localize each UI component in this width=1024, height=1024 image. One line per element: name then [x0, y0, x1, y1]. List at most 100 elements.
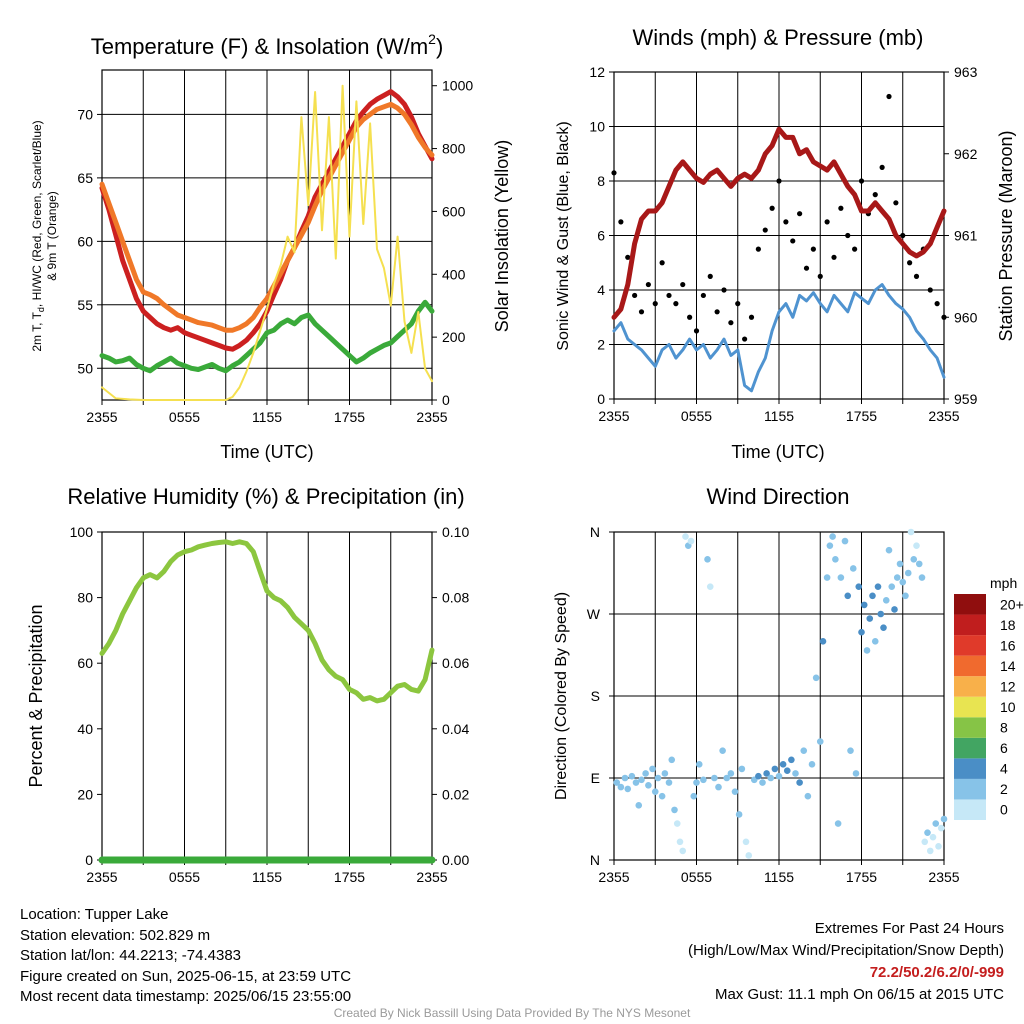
direction-ytick-label: S [591, 688, 600, 704]
temperature-series-dewpoint_green [99, 299, 435, 374]
station-latlon: Station lat/lon: 44.2213; -74.4383 [20, 947, 242, 964]
direction-point [682, 533, 689, 540]
figure-created: Figure created on Sun, 2025-06-15, at 23… [20, 967, 352, 985]
direction-point [882, 597, 890, 604]
direction-point [877, 610, 885, 618]
humidity-y2tick-label: 0.02 [442, 786, 469, 802]
winds-point-gust_black [687, 314, 693, 320]
humidity-ytick-label: 100 [70, 524, 94, 540]
direction-point [893, 574, 901, 581]
direction-point [871, 638, 879, 645]
winds-ytick-label: 0 [597, 391, 605, 407]
temperature-xtick-label: 1155 [252, 409, 282, 425]
humidity-title: Relative Humidity (%) & Precipitation (i… [67, 484, 464, 509]
colorbar-swatch [954, 717, 986, 738]
winds-ytick-label: 12 [589, 64, 605, 80]
direction-point [804, 792, 812, 800]
winds-point-gust_black [907, 260, 913, 266]
direction-point [695, 761, 703, 768]
winds-point-gust_black [735, 301, 741, 307]
direction-point [723, 774, 731, 782]
direction-point [742, 838, 750, 846]
direction-point [771, 765, 779, 773]
direction-point [759, 779, 766, 786]
direction-point [907, 528, 915, 536]
winds-point-gust_black [652, 301, 658, 307]
humidity-ytick-label: 80 [77, 590, 93, 606]
temperature-xtick-label: 1755 [334, 409, 365, 425]
winds-point-gust_black [659, 260, 665, 266]
direction-point [767, 774, 775, 782]
direction-point [888, 583, 896, 590]
direction-point [693, 779, 700, 786]
colorbar-label: 18 [1000, 617, 1016, 633]
direction-point [719, 747, 726, 754]
winds-point-gust_black [666, 292, 672, 299]
temperature-xtick-label: 0555 [169, 409, 200, 425]
winds-point-gust_black [625, 254, 631, 260]
direction-point [642, 770, 649, 777]
colorbar-label: 6 [1000, 740, 1008, 756]
winds-point-gust_black [728, 320, 734, 326]
winds-point-gust_black [645, 281, 651, 288]
direction-point [860, 601, 868, 609]
winds-y2tick-label: 963 [954, 64, 978, 80]
temperature-ylabel-left-line2: & 9m T (Orange) [45, 191, 59, 281]
winds-point-gust_black [852, 246, 858, 252]
humidity-ytick-label: 20 [77, 786, 93, 802]
direction-point [673, 820, 681, 827]
winds-ytick-label: 2 [597, 337, 605, 353]
direction-xtick-label: 1155 [764, 869, 794, 885]
colorbar-label: 2 [1000, 781, 1008, 797]
winds-point-gust_black [845, 232, 851, 239]
winds-point-gust_black [680, 281, 686, 288]
direction-xtick-label: 1755 [846, 869, 877, 885]
direction-point [671, 806, 678, 814]
colorbar-swatch [954, 614, 986, 636]
colorbar-swatch [954, 758, 986, 779]
temperature-title: Temperature (F) & Insolation (W/m2) [91, 31, 444, 59]
winds-point-gust_black [941, 314, 947, 320]
direction-point [704, 556, 711, 563]
humidity-xtick-label: 1755 [334, 869, 365, 885]
winds-point-gust_black [748, 314, 755, 320]
winds-point-gust_black [886, 93, 892, 100]
direction-point [745, 852, 753, 859]
direction-point [690, 792, 698, 800]
winds-xlabel: Time (UTC) [731, 442, 824, 462]
temperature-y2tick-label: 800 [442, 141, 466, 157]
humidity-xtick-label: 0555 [169, 869, 200, 885]
humidity-series-humidity_green [99, 539, 435, 704]
direction-point [632, 779, 640, 786]
direction-point [651, 788, 659, 795]
colorbar-swatch [954, 635, 986, 656]
temperature-y2tick-label: 0 [442, 392, 450, 408]
winds-point-gust_black [913, 273, 920, 279]
direction-ytick-label: E [591, 770, 600, 786]
direction-point [885, 546, 893, 554]
direction-point [628, 772, 636, 780]
winds-point-gust_black [838, 205, 844, 211]
winds-point-gust_black [831, 254, 837, 260]
winds-point-gust_black [893, 200, 899, 206]
colorbar-label: 4 [1000, 761, 1008, 777]
direction-point [727, 770, 735, 777]
colorbar-label: 8 [1000, 720, 1008, 736]
winds-ylabel-right: Station Pressure (Maroon) [996, 130, 1016, 341]
humidity-ylabel-left: Percent & Precipitation [26, 604, 46, 787]
colorbar-swatch [954, 676, 986, 697]
direction-point [852, 770, 860, 777]
direction-point [823, 574, 831, 581]
direction-point [921, 838, 929, 846]
direction-point [935, 843, 942, 850]
temperature-ytick-label: 55 [77, 297, 93, 313]
direction-ytick-label: W [587, 606, 601, 622]
winds-point-gust_black [700, 292, 706, 299]
winds-xtick-label: 1155 [764, 408, 794, 424]
temperature-ytick-label: 60 [77, 233, 93, 249]
direction-ytick-label: N [590, 524, 600, 540]
direction-point [869, 592, 876, 600]
direction-point [679, 847, 687, 855]
winds-point-gust_black [762, 227, 768, 233]
direction-point [866, 615, 874, 622]
